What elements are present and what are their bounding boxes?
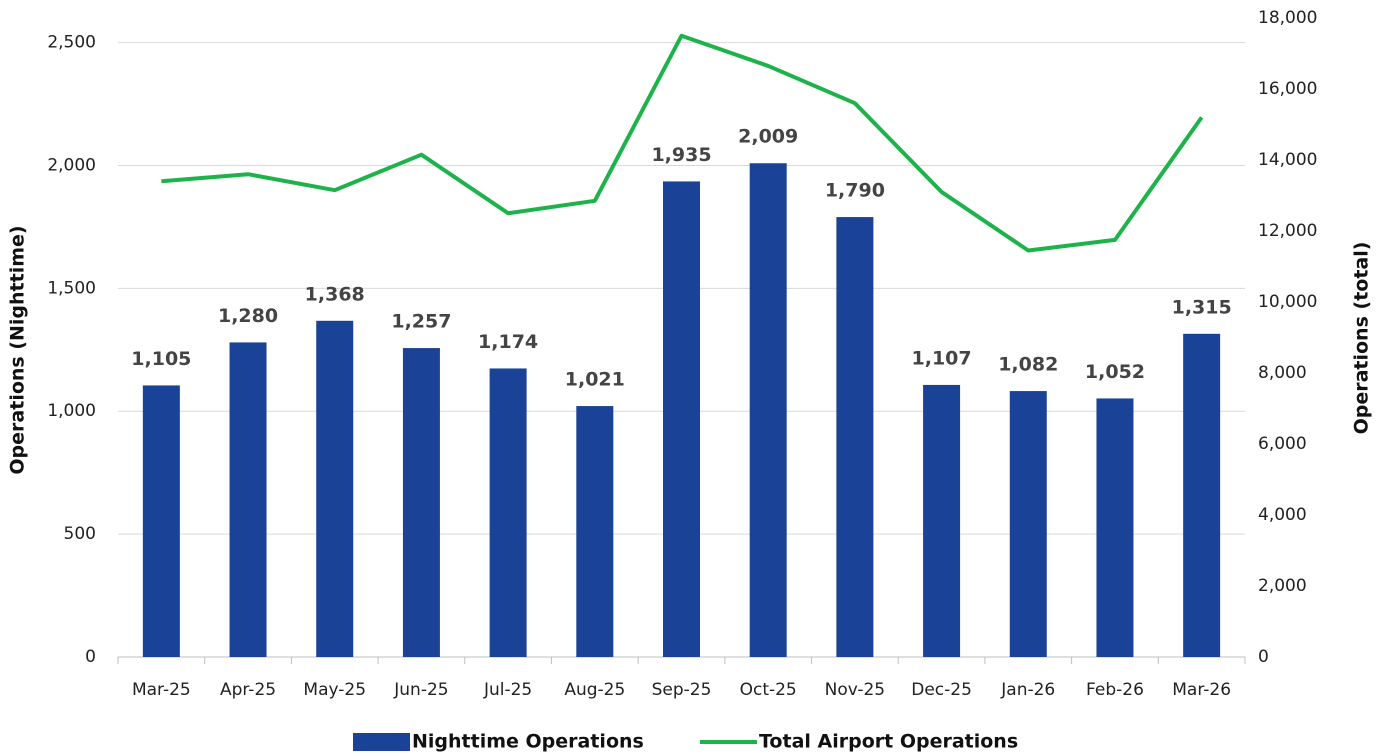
data-label: 1,105 bbox=[131, 348, 191, 370]
y2-tick-label: 8,000 bbox=[1258, 363, 1307, 383]
legend-swatch bbox=[353, 733, 410, 751]
y2-tick-label: 2,000 bbox=[1258, 576, 1307, 596]
y2-tick-label: 10,000 bbox=[1258, 292, 1317, 312]
y-tick-label: 1,500 bbox=[47, 278, 96, 298]
y2-tick-label: 0 bbox=[1258, 647, 1269, 667]
y-axis-label: Operations (Nighttime) bbox=[7, 225, 29, 474]
x-tick-label: Feb-26 bbox=[1086, 680, 1144, 700]
x-tick-label: Mar-25 bbox=[132, 680, 191, 700]
data-label: 1,790 bbox=[825, 180, 885, 202]
data-label: 1,082 bbox=[998, 354, 1058, 376]
data-label: 1,280 bbox=[218, 305, 278, 327]
x-tick-label: Jul-25 bbox=[483, 680, 532, 700]
bar bbox=[663, 181, 700, 658]
bar bbox=[576, 406, 614, 657]
x-tick-label: Mar-26 bbox=[1172, 680, 1231, 700]
bar bbox=[1183, 333, 1221, 657]
y-tick-label: 2,500 bbox=[47, 33, 96, 53]
x-tick-label: Nov-25 bbox=[825, 680, 886, 700]
x-tick-label: Jun-25 bbox=[393, 680, 448, 700]
bar bbox=[229, 342, 267, 657]
data-label: 1,368 bbox=[305, 283, 365, 305]
y2-tick-label: 16,000 bbox=[1258, 79, 1317, 99]
x-tick-label: Dec-25 bbox=[911, 680, 972, 700]
line bbox=[161, 33, 1204, 253]
bar bbox=[316, 320, 354, 657]
data-label: 1,257 bbox=[391, 311, 451, 333]
x-tick-label: Oct-25 bbox=[740, 680, 797, 700]
y2-axis-label: Operations (total) bbox=[1351, 242, 1373, 435]
data-label: 1,107 bbox=[912, 347, 972, 369]
legend-label: Total Airport Operations bbox=[759, 731, 1018, 753]
bar bbox=[489, 368, 527, 657]
y2-tick-label: 14,000 bbox=[1258, 150, 1317, 170]
bar bbox=[1009, 391, 1047, 657]
y2-tick-label: 4,000 bbox=[1258, 505, 1307, 525]
y2-tick-label: 12,000 bbox=[1258, 221, 1317, 241]
y2-tick-label: 6,000 bbox=[1258, 434, 1307, 454]
bar bbox=[749, 163, 787, 657]
x-tick-label: May-25 bbox=[303, 680, 366, 700]
data-label: 2,009 bbox=[738, 126, 798, 148]
bar bbox=[836, 217, 874, 658]
data-label: 1,935 bbox=[651, 144, 711, 166]
x-tick-label: Jan-26 bbox=[1000, 680, 1055, 700]
bar bbox=[923, 384, 961, 657]
data-label: 1,174 bbox=[478, 331, 538, 353]
y-tick-label: 1,000 bbox=[47, 401, 96, 421]
bar bbox=[402, 348, 440, 657]
x-tick-label: Apr-25 bbox=[220, 680, 276, 700]
bar bbox=[142, 385, 180, 657]
x-tick-label: Aug-25 bbox=[564, 680, 625, 700]
data-label: 1,021 bbox=[565, 369, 625, 391]
data-label: 1,052 bbox=[1085, 361, 1145, 383]
y-tick-label: 2,000 bbox=[47, 155, 96, 175]
legend-label: Nighttime Operations bbox=[412, 731, 644, 753]
y-tick-label: 500 bbox=[64, 524, 96, 544]
x-tick-label: Sep-25 bbox=[652, 680, 712, 700]
y-tick-label: 0 bbox=[85, 647, 96, 667]
bar bbox=[1096, 398, 1134, 657]
data-label: 1,315 bbox=[1172, 296, 1232, 318]
y2-tick-label: 18,000 bbox=[1258, 8, 1317, 28]
